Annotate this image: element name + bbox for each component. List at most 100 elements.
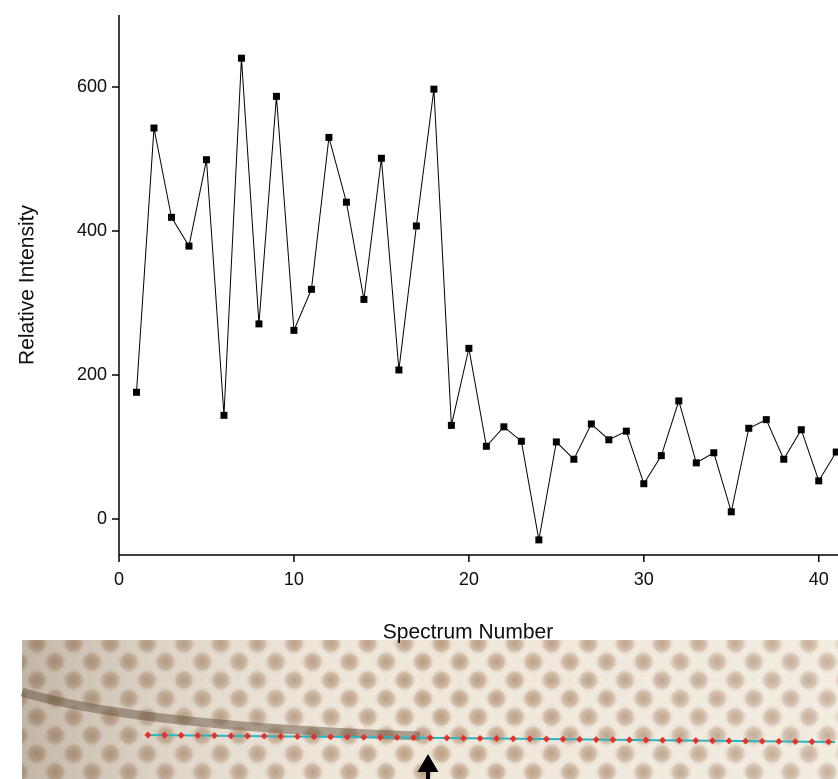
scan-point: [443, 734, 451, 742]
scan-point: [775, 737, 783, 745]
scan-point: [194, 732, 202, 740]
x-axis-title: Spectrum Number: [383, 621, 553, 644]
data-point: [587, 420, 595, 428]
scan-point: [393, 734, 401, 742]
data-point: [570, 455, 578, 463]
scan-point: [559, 735, 567, 743]
data-point: [605, 436, 613, 444]
scan-points: [144, 731, 833, 746]
scan-point: [476, 734, 484, 742]
scan-point: [509, 735, 517, 743]
x-tick-label: 30: [634, 569, 654, 589]
scan-point: [376, 733, 384, 741]
scan-point: [542, 735, 550, 743]
data-point: [762, 416, 770, 424]
scan-point: [210, 732, 218, 740]
scan-point: [625, 736, 633, 744]
data-point: [290, 326, 298, 334]
data-point: [745, 424, 753, 432]
scan-point: [277, 732, 285, 740]
scan-point: [310, 733, 318, 741]
arrow: [417, 754, 439, 779]
scan-point: [144, 731, 152, 739]
scan-point: [260, 732, 268, 740]
data-point: [360, 295, 368, 303]
scan-point: [426, 734, 434, 742]
y-tick-label: 0: [97, 508, 107, 528]
scan-point: [161, 731, 169, 739]
data-point: [710, 449, 718, 457]
scan-point: [576, 735, 584, 743]
y-axis-title: Relative Intensity: [16, 205, 39, 365]
y-tick-label: 200: [77, 364, 107, 384]
scan-point: [742, 737, 750, 745]
data-point: [832, 448, 838, 456]
scan-point: [526, 735, 534, 743]
data-point: [255, 320, 263, 328]
data-point: [780, 455, 788, 463]
scan-point: [459, 734, 467, 742]
fiber: [20, 687, 421, 741]
data-point: [535, 536, 543, 544]
data-point: [727, 508, 735, 516]
scan-point: [642, 736, 650, 744]
x-tick-label: 0: [114, 569, 124, 589]
scan-point: [758, 737, 766, 745]
data-point: [202, 156, 210, 164]
data-point: [797, 426, 805, 434]
scan-point: [227, 732, 235, 740]
data-point: [465, 344, 473, 352]
x-tick-label: 40: [809, 569, 829, 589]
shading: [22, 640, 838, 779]
scan-point: [592, 736, 600, 744]
data-point: [657, 452, 665, 460]
data-point: [675, 397, 683, 405]
data-point: [622, 427, 630, 435]
data-point: [272, 92, 280, 100]
scan-point: [825, 738, 833, 746]
scan-point: [244, 732, 252, 740]
data-point: [167, 213, 175, 221]
data-point: [220, 411, 228, 419]
data-point: [325, 133, 333, 141]
scan-point: [343, 733, 351, 741]
scan-point: [360, 733, 368, 741]
data-point: [342, 198, 350, 206]
data-point: [307, 285, 315, 293]
scan-point: [692, 737, 700, 745]
data-point: [150, 124, 158, 132]
scan-point: [808, 738, 816, 746]
scan-point: [708, 737, 716, 745]
data-point: [185, 242, 193, 250]
data-point: [237, 54, 245, 62]
micrograph: [20, 640, 838, 779]
scan-point: [177, 731, 185, 739]
data-point: [377, 154, 385, 162]
y-tick-label: 600: [77, 76, 107, 96]
data-point: [132, 388, 140, 396]
data-point: [412, 222, 420, 230]
scan-point: [725, 737, 733, 745]
scan-point: [410, 734, 418, 742]
scan-point: [675, 736, 683, 744]
x-tick-label: 10: [284, 569, 304, 589]
data-point: [482, 442, 490, 450]
data-point: [517, 437, 525, 445]
data-point: [430, 85, 438, 93]
data-point: [500, 423, 508, 431]
data-point: [447, 421, 455, 429]
data-point: [692, 459, 700, 467]
y-tick-label: 400: [77, 220, 107, 240]
scan-point: [493, 735, 501, 743]
data-point: [552, 438, 560, 446]
scan-point: [659, 736, 667, 744]
scan-point: [791, 738, 799, 746]
data-point: [815, 477, 823, 485]
data-line: [135, 58, 837, 540]
x-tick-label: 20: [459, 569, 479, 589]
data-point: [640, 480, 648, 488]
data-point: [395, 366, 403, 374]
scan-point: [609, 736, 617, 744]
scan-point: [293, 733, 301, 741]
